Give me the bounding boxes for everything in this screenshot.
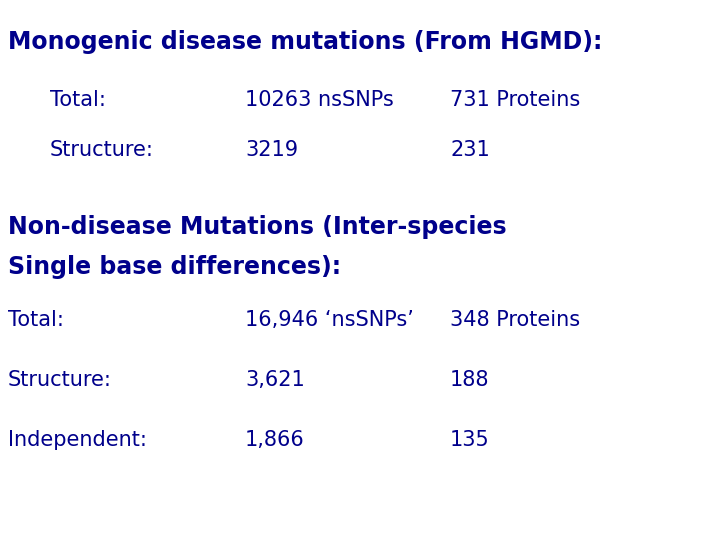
Text: 1,866: 1,866 [245, 430, 305, 450]
Text: Total:: Total: [8, 310, 64, 330]
Text: Single base differences):: Single base differences): [8, 255, 341, 279]
Text: Non-disease Mutations (Inter-species: Non-disease Mutations (Inter-species [8, 215, 507, 239]
Text: 731 Proteins: 731 Proteins [450, 90, 580, 110]
Text: 135: 135 [450, 430, 490, 450]
Text: 3219: 3219 [245, 140, 298, 160]
Text: Total:: Total: [50, 90, 106, 110]
Text: Structure:: Structure: [50, 140, 154, 160]
Text: 16,946 ‘nsSNPs’: 16,946 ‘nsSNPs’ [245, 310, 414, 330]
Text: 3,621: 3,621 [245, 370, 305, 390]
Text: 188: 188 [450, 370, 490, 390]
Text: 10263 nsSNPs: 10263 nsSNPs [245, 90, 394, 110]
Text: Independent:: Independent: [8, 430, 147, 450]
Text: 231: 231 [450, 140, 490, 160]
Text: 348 Proteins: 348 Proteins [450, 310, 580, 330]
Text: Structure:: Structure: [8, 370, 112, 390]
Text: Monogenic disease mutations (From HGMD):: Monogenic disease mutations (From HGMD): [8, 30, 603, 54]
